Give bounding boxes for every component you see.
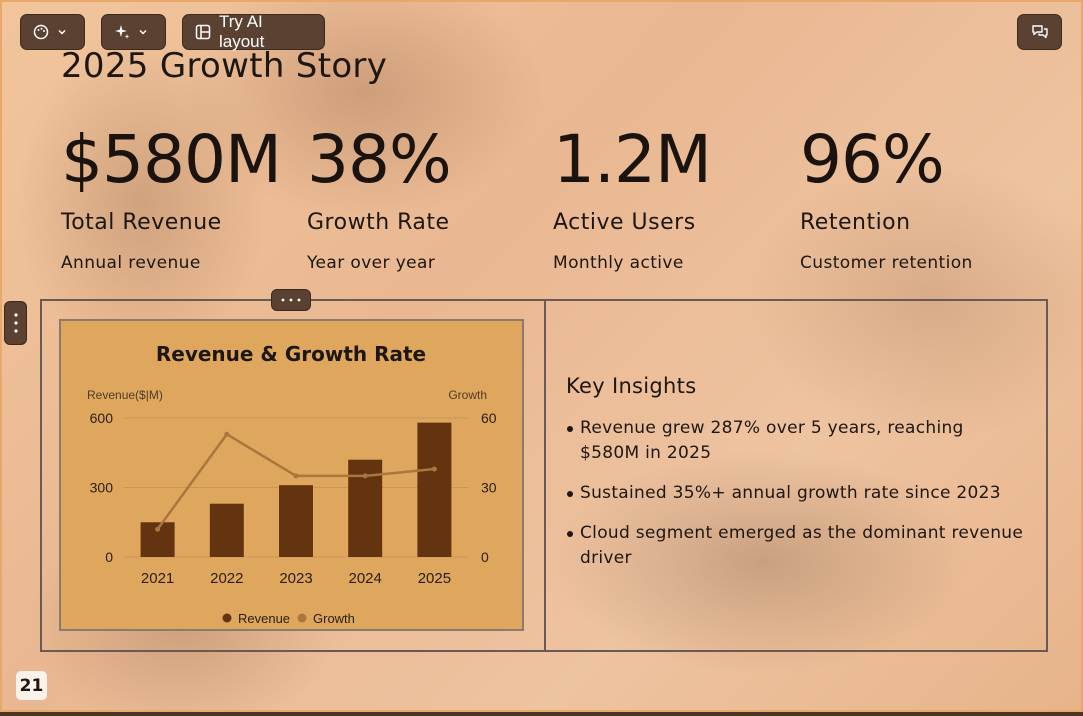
chart-card[interactable]: Revenue & Growth Rate Revenue($|M) Growt… xyxy=(59,319,524,631)
stat-retention: 96% Retention Customer retention xyxy=(800,120,1040,273)
slide-title: 2025 Growth Story xyxy=(61,46,388,86)
chart-x-tick-label: 2021 xyxy=(141,570,174,587)
chart-point-growth xyxy=(431,466,437,472)
bullet-icon xyxy=(567,491,573,497)
chart-y-tick-label: 600 xyxy=(90,410,114,426)
insights-heading: Key Insights xyxy=(566,374,697,398)
revenue-growth-chart: Revenue & Growth Rate Revenue($|M) Growt… xyxy=(87,342,497,626)
try-ai-layout-button[interactable]: Try AI layout xyxy=(182,12,325,51)
key-insights: Key Insights Revenue grew 287% over 5 ye… xyxy=(566,374,1026,586)
chart-x-tick-label: 2024 xyxy=(349,570,382,587)
chart-point-growth xyxy=(155,526,161,532)
stat-active-users: 1.2M Active Users Monthly active xyxy=(553,120,793,273)
bullet-icon xyxy=(567,426,573,432)
insight-text: Sustained 35%+ annual growth rate since … xyxy=(580,483,1001,503)
stat-description: Customer retention xyxy=(800,253,973,273)
legend-label-growth: Growth xyxy=(313,611,355,626)
stat-value: 38% xyxy=(307,121,452,198)
chart-y-axis-label: Revenue($|M) xyxy=(87,388,163,402)
palette-icon xyxy=(33,24,49,40)
insight-item: Revenue grew 287% over 5 years, reaching… xyxy=(567,416,1026,466)
insight-item: Cloud segment emerged as the dominant re… xyxy=(567,521,1026,571)
column-divider[interactable] xyxy=(544,301,546,650)
page-number-badge[interactable]: 21 xyxy=(16,671,47,700)
sparkles-icon xyxy=(114,24,130,40)
stat-label: Growth Rate xyxy=(307,210,450,235)
layout-icon xyxy=(195,24,211,40)
stat-total-revenue: $580M Total Revenue Annual revenue xyxy=(61,120,301,273)
chevron-down-icon xyxy=(138,27,148,37)
stat-description: Year over year xyxy=(307,253,436,273)
bullet-icon xyxy=(567,531,573,537)
stat-value: $580M xyxy=(61,121,282,198)
legend-label-revenue: Revenue xyxy=(238,611,290,626)
chart-point-growth xyxy=(224,431,230,437)
stat-value: 96% xyxy=(800,121,945,198)
chart-bar-revenue xyxy=(417,422,452,557)
chart-title: Revenue & Growth Rate xyxy=(156,342,426,366)
stat-description: Monthly active xyxy=(553,253,684,273)
chevron-down-icon xyxy=(57,27,67,37)
chart-y2-tick-label: 30 xyxy=(481,480,497,496)
legend-swatch-growth xyxy=(297,613,307,623)
ai-magic-button[interactable] xyxy=(101,14,166,50)
block-side-handle[interactable] xyxy=(4,301,27,345)
comments-button[interactable] xyxy=(1017,14,1062,50)
chart-point-growth xyxy=(362,473,368,479)
chart-y-tick-label: 0 xyxy=(105,549,113,565)
legend-swatch-revenue xyxy=(222,613,232,623)
stat-description: Annual revenue xyxy=(61,253,201,273)
chart-y2-tick-label: 0 xyxy=(481,549,489,565)
chart-point-growth xyxy=(293,473,299,479)
insights-list: Revenue grew 287% over 5 years, reaching… xyxy=(566,416,1026,571)
chart-bar-revenue xyxy=(279,485,313,557)
insight-text: Revenue grew 287% over 5 years, reaching… xyxy=(580,418,964,463)
chart-y2-tick-label: 60 xyxy=(481,410,497,426)
stat-growth-rate: 38% Growth Rate Year over year xyxy=(307,120,547,273)
chart-x-tick-label: 2022 xyxy=(210,570,243,587)
stat-label: Total Revenue xyxy=(61,210,222,235)
chart-y2-axis-label: Growth xyxy=(448,388,487,402)
stat-label: Retention xyxy=(800,210,911,235)
chart-y-tick-label: 300 xyxy=(90,480,114,496)
drag-handle[interactable] xyxy=(271,289,311,311)
chat-icon xyxy=(1031,24,1049,40)
insight-item: Sustained 35%+ annual growth rate since … xyxy=(567,481,1026,506)
theme-button[interactable] xyxy=(20,14,85,50)
try-ai-layout-label: Try AI layout xyxy=(219,12,265,51)
chart-bar-revenue xyxy=(209,503,244,557)
content-layout-box[interactable] xyxy=(40,299,1048,652)
insight-text: Cloud segment emerged as the dominant re… xyxy=(580,523,1024,568)
stat-value: 1.2M xyxy=(553,121,712,198)
stat-label: Active Users xyxy=(553,210,696,235)
chart-x-tick-label: 2023 xyxy=(279,570,312,587)
chart-x-tick-label: 2025 xyxy=(418,570,451,587)
